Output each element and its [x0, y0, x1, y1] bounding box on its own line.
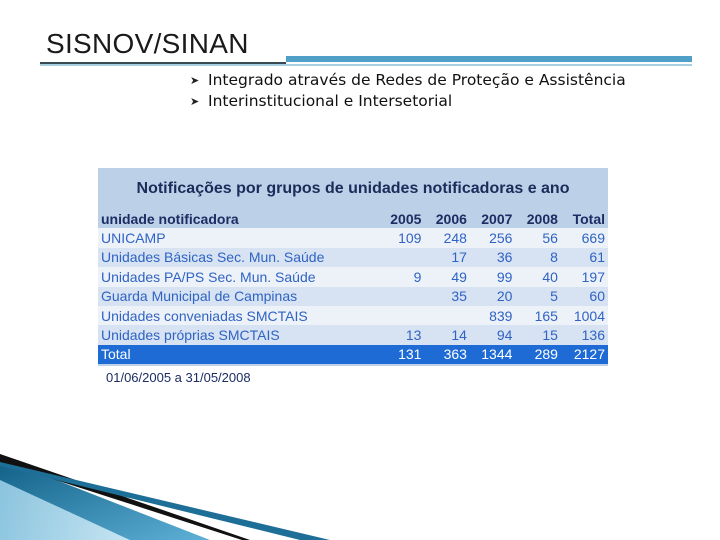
table-cell: 13 — [378, 325, 425, 345]
table-cell: 839 — [469, 305, 516, 326]
table-cell: 165 — [515, 305, 561, 326]
column-header: 2007 — [469, 209, 516, 229]
table-cell: Unidades Básicas Sec. Mun. Saúde — [98, 247, 379, 268]
table-title: Notificações por grupos de unidades noti… — [136, 180, 570, 197]
title-accent-bar — [286, 56, 692, 62]
table-cell: 9 — [378, 267, 425, 287]
table-cell: 99 — [469, 267, 516, 287]
table-cell — [378, 286, 425, 306]
table-cell: 8 — [515, 247, 561, 268]
corner-decoration — [0, 454, 330, 540]
table-cell: 197 — [560, 267, 608, 287]
table-cell: 669 — [560, 228, 608, 248]
bullet-item: ➤ Interinstitucional e Intersetorial — [190, 91, 626, 112]
table-cell: 15 — [515, 325, 561, 345]
table-cell: 36 — [469, 247, 516, 268]
table-row: Unidades próprias SMCTAIS 13 14 94 15 13… — [98, 325, 608, 345]
table-cell: Total — [98, 344, 379, 365]
table-row: Unidades PA/PS Sec. Mun. Saúde 9 49 99 4… — [98, 267, 608, 287]
title-underline — [40, 62, 286, 64]
table-row: Unidades Básicas Sec. Mun. Saúde 17 36 8… — [98, 247, 608, 268]
table-cell: 20 — [469, 286, 516, 306]
table-cell: 2127 — [560, 344, 608, 365]
bullet-item: ➤ Integrado através de Redes de Proteção… — [190, 70, 626, 91]
table-cell: 289 — [515, 344, 561, 365]
table-cell: 109 — [378, 228, 425, 248]
arrow-bullet-icon: ➤ — [190, 95, 200, 108]
table-cell — [378, 305, 425, 326]
table-cell — [378, 247, 425, 268]
table-cell: Guarda Municipal de Campinas — [98, 286, 379, 306]
table-row: Unidades conveniadas SMCTAIS 839 165 100… — [98, 305, 608, 326]
table-cell: 40 — [515, 267, 561, 287]
table-row: Guarda Municipal de Campinas 35 20 5 60 — [98, 286, 608, 306]
table-header-row: unidade notificadora 2005 2006 2007 2008… — [98, 209, 608, 229]
table-cell: 1004 — [560, 305, 608, 326]
column-header: unidade notificadora — [98, 209, 379, 229]
table-cell: 363 — [424, 344, 470, 365]
column-header: 2006 — [424, 209, 470, 229]
table-cell — [424, 305, 470, 326]
table-cell: Unidades próprias SMCTAIS — [98, 325, 379, 345]
table-cell: Unidades PA/PS Sec. Mun. Saúde — [98, 267, 379, 287]
title-thin-rule — [40, 64, 692, 66]
column-header: 2005 — [378, 209, 425, 229]
date-range-caption: 01/06/2005 a 31/05/2008 — [106, 370, 251, 385]
column-header: 2008 — [515, 209, 561, 229]
table-cell: 248 — [424, 228, 470, 248]
table-cell: 17 — [424, 247, 470, 268]
arrow-bullet-icon: ➤ — [190, 74, 200, 87]
table-cell: 94 — [469, 325, 516, 345]
table-cell: 60 — [560, 286, 608, 306]
table-row: UNICAMP 109 248 256 56 669 — [98, 228, 608, 248]
table-cell: Unidades conveniadas SMCTAIS — [98, 305, 379, 326]
table-cell: 131 — [378, 344, 425, 365]
notifications-table: unidade notificadora 2005 2006 2007 2008… — [98, 209, 608, 365]
table-cell: 14 — [424, 325, 470, 345]
table-cell: 61 — [560, 247, 608, 268]
table-cell: 256 — [469, 228, 516, 248]
total-row: Total 131 363 1344 289 2127 — [98, 344, 608, 365]
table-cell: 136 — [560, 325, 608, 345]
table-cell: 1344 — [469, 344, 516, 365]
slide-title: SISNOV/SINAN — [46, 28, 249, 59]
table-cell: 5 — [515, 286, 561, 306]
table-cell: UNICAMP — [98, 228, 379, 248]
bullet-text: Interinstitucional e Intersetorial — [208, 92, 453, 110]
table-cell: 35 — [424, 286, 470, 306]
bullet-list: ➤ Integrado através de Redes de Proteção… — [190, 70, 626, 112]
table-cell: 56 — [515, 228, 561, 248]
table-cell: 49 — [424, 267, 470, 287]
column-header: Total — [560, 209, 608, 229]
bullet-text: Integrado através de Redes de Proteção e… — [208, 71, 626, 89]
